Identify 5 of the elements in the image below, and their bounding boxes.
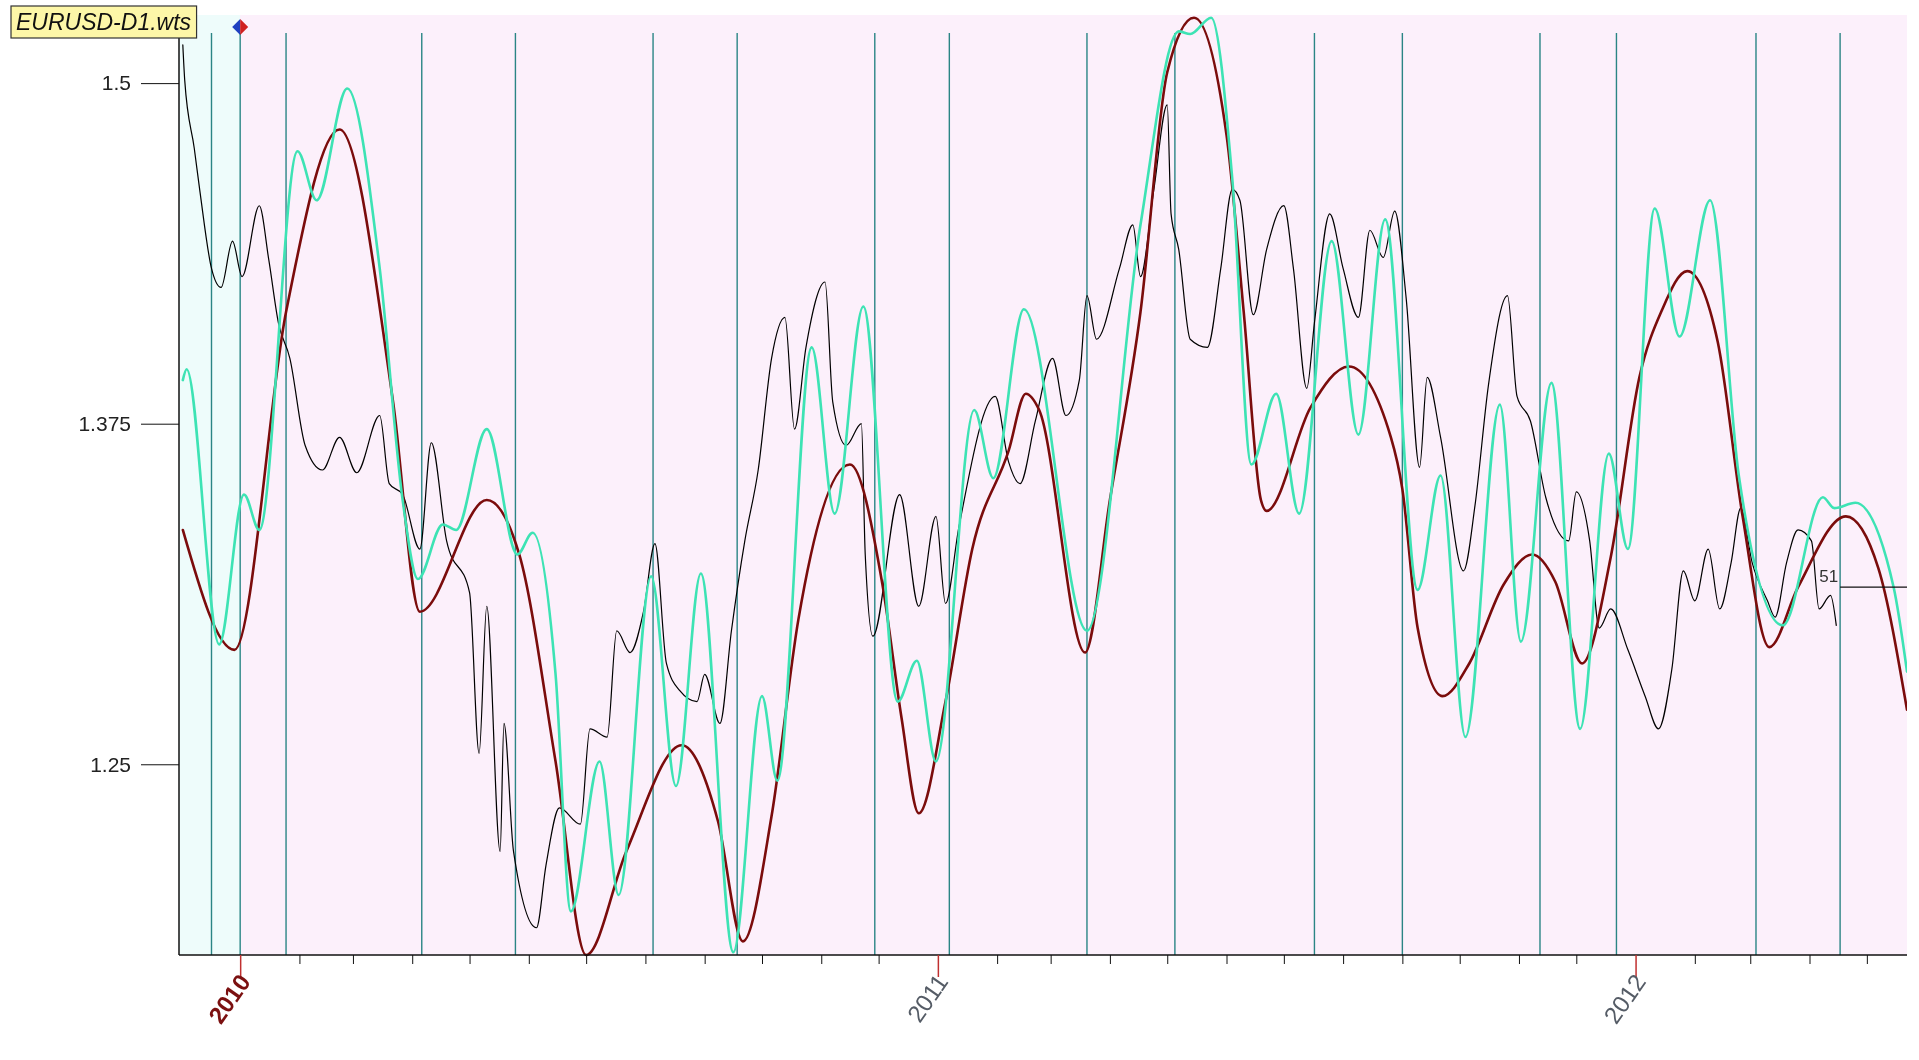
y-tick-label: 1.5 <box>101 71 131 95</box>
y-tick-label: 1.25 <box>90 752 131 776</box>
annotation: 51 <box>1819 567 1839 587</box>
chart-title: EURUSD-D1.wts <box>16 9 192 35</box>
y-tick-label: 1.375 <box>78 411 131 435</box>
